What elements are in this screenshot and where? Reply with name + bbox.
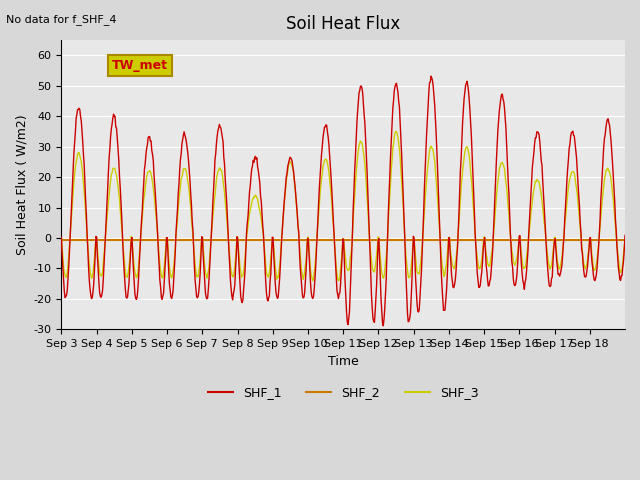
Y-axis label: Soil Heat Flux ( W/m2): Soil Heat Flux ( W/m2) <box>15 114 28 255</box>
Text: TW_met: TW_met <box>112 59 168 72</box>
Text: No data for f_SHF_4: No data for f_SHF_4 <box>6 14 117 25</box>
Title: Soil Heat Flux: Soil Heat Flux <box>286 15 401 33</box>
Legend: SHF_1, SHF_2, SHF_3: SHF_1, SHF_2, SHF_3 <box>203 381 484 404</box>
X-axis label: Time: Time <box>328 355 358 368</box>
